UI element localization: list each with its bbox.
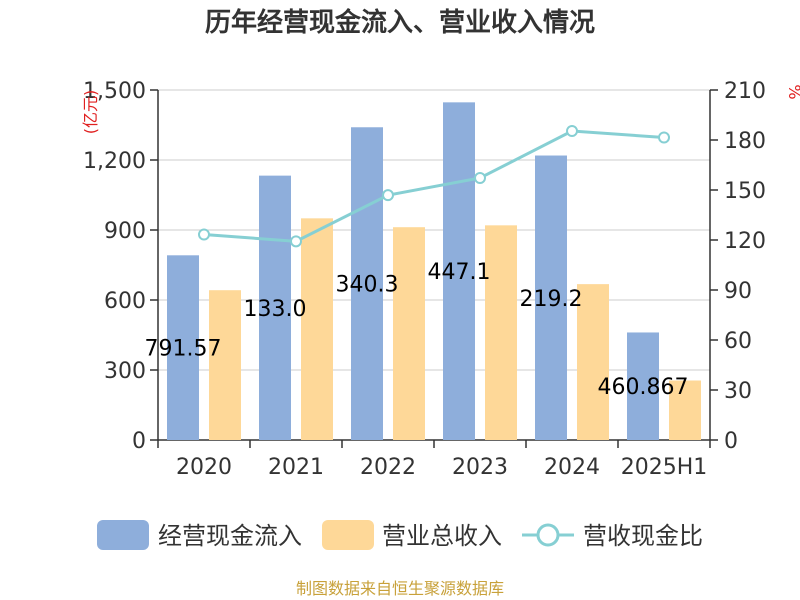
right-axis-tick-label: 210 bbox=[724, 79, 766, 104]
ratio-line-point bbox=[198, 228, 210, 241]
legend-swatch-revenue bbox=[322, 520, 374, 550]
bars bbox=[167, 102, 701, 441]
data-label-cash-inflow: 791.57 bbox=[145, 337, 222, 362]
bar-revenue bbox=[577, 284, 609, 440]
left-axis-tick-label: 300 bbox=[104, 359, 146, 384]
ratio-line-point bbox=[566, 125, 578, 137]
left-axis-tick-label: 600 bbox=[104, 289, 146, 314]
bar-cash-inflow bbox=[351, 127, 383, 440]
x-axis-tick-label: 2021 bbox=[268, 455, 324, 480]
left-axis-unit: (亿元) bbox=[81, 90, 100, 135]
right-axis-tick-label: 120 bbox=[724, 229, 766, 254]
bar-revenue bbox=[301, 218, 333, 440]
chart-title: 历年经营现金流入、营业收入情况 bbox=[205, 7, 595, 38]
legend-label-cash-inflow: 经营现金流入 bbox=[158, 522, 302, 550]
ratio-line-point bbox=[382, 189, 394, 202]
x-axis-tick-label: 2023 bbox=[452, 455, 508, 480]
legend-swatch-cash-inflow bbox=[97, 520, 149, 550]
legend-marker-ratio bbox=[536, 523, 560, 547]
x-axis-tick-label: 2022 bbox=[360, 455, 416, 480]
ratio-line bbox=[198, 125, 670, 248]
bar-revenue bbox=[393, 227, 425, 440]
data-labels: 791.57 133.0 340.3 447.1 219.2 460.867 bbox=[145, 260, 689, 400]
data-label-cash-inflow: 219.2 bbox=[520, 287, 583, 312]
bar-cash-inflow bbox=[259, 175, 291, 440]
x-axis-tick-label: 2020 bbox=[176, 455, 232, 480]
right-axis-tick-label: 30 bbox=[724, 379, 752, 404]
data-label-cash-inflow: 447.1 bbox=[428, 260, 491, 285]
bar-revenue bbox=[669, 380, 701, 440]
bar-revenue bbox=[209, 290, 241, 440]
legend: 经营现金流入 营业总收入 营收现金比 bbox=[97, 520, 703, 550]
ratio-line-point bbox=[474, 172, 486, 184]
axes: 1,5001,200900600300021018015012090603002… bbox=[83, 79, 766, 480]
legend-label-ratio: 营收现金比 bbox=[583, 522, 703, 550]
right-axis-tick-label: 180 bbox=[724, 129, 766, 154]
left-axis-tick-label: 0 bbox=[132, 429, 146, 454]
right-axis-tick-label: 60 bbox=[724, 329, 752, 354]
bar-cash-inflow bbox=[627, 332, 659, 440]
right-axis-tick-label: 150 bbox=[724, 179, 766, 204]
right-axis-tick-label: 90 bbox=[724, 279, 752, 304]
x-axis-tick-label: 2025H1 bbox=[621, 455, 708, 480]
legend-label-revenue: 营业总收入 bbox=[382, 522, 502, 550]
ratio-line-point bbox=[658, 131, 670, 144]
left-axis-tick-label: 900 bbox=[104, 219, 146, 244]
right-axis-unit: % bbox=[785, 84, 800, 99]
data-label-cash-inflow: 340.3 bbox=[336, 273, 399, 298]
bar-revenue bbox=[485, 225, 517, 440]
bar-cash-inflow bbox=[443, 102, 475, 441]
bar-cash-inflow bbox=[167, 255, 199, 440]
data-label-cash-inflow: 460.867 bbox=[598, 375, 689, 400]
left-axis-tick-label: 1,500 bbox=[83, 79, 146, 104]
bar-cash-inflow bbox=[535, 155, 567, 440]
data-label-cash-inflow: 133.0 bbox=[244, 297, 307, 322]
x-axis-tick-label: 2024 bbox=[544, 455, 600, 480]
ratio-line-path bbox=[203, 129, 665, 243]
left-axis-tick-label: 1,200 bbox=[83, 149, 146, 174]
source-note: 制图数据来自恒生聚源数据库 bbox=[296, 579, 504, 598]
ratio-line-point bbox=[290, 235, 302, 248]
right-axis-tick-label: 0 bbox=[724, 429, 738, 454]
